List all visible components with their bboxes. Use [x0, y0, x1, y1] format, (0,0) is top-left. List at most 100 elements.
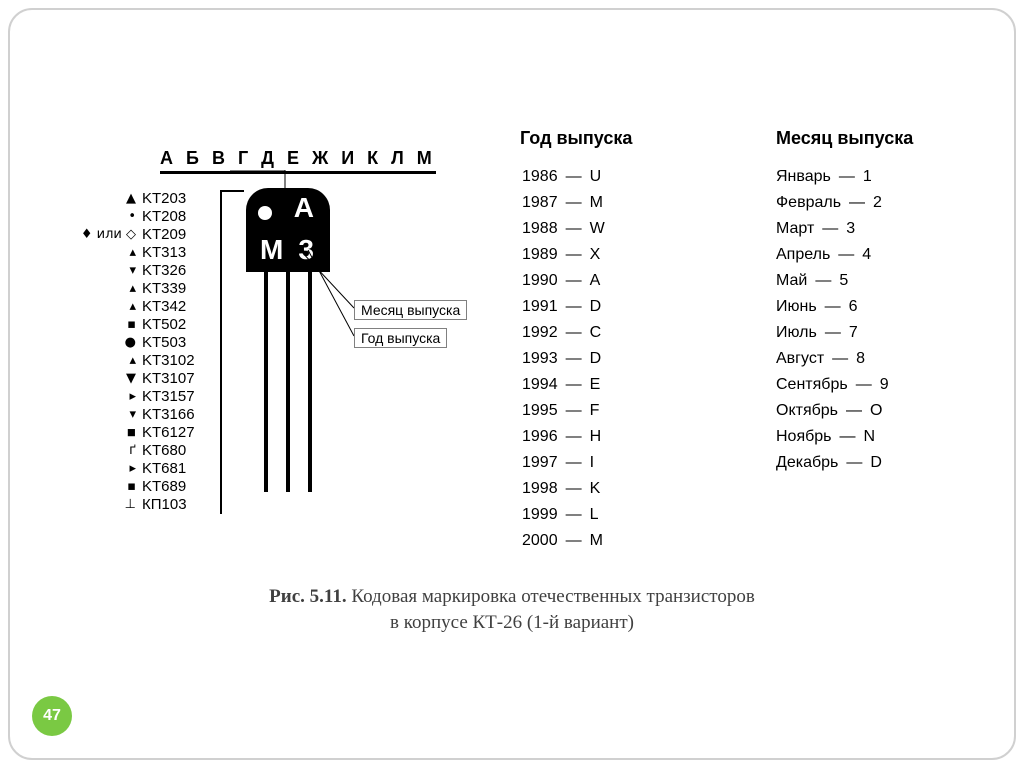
part-symbol-icon: ▾ [80, 262, 142, 280]
parts-row: ґKT680 [80, 442, 195, 460]
dash-icon: — [838, 242, 854, 268]
month-name: Январь [776, 164, 831, 190]
year-code: E [590, 372, 601, 398]
year-row: 1996 — H [522, 424, 605, 450]
parts-bracket-top [220, 190, 244, 192]
month-name: Июль [776, 320, 817, 346]
year-row: 2000—M [522, 528, 605, 554]
year-value: 1997 [522, 450, 558, 476]
dash-icon: — [566, 450, 582, 476]
dash-icon: — [566, 346, 582, 372]
dash-icon: — [840, 424, 856, 450]
part-name: KT326 [142, 262, 186, 280]
month-name: Август [776, 346, 824, 372]
year-row: 1990—A [522, 268, 605, 294]
part-symbol-icon: ▾ [80, 406, 142, 424]
part-name: KT502 [142, 316, 186, 334]
parts-row: ▴KT339 [80, 280, 195, 298]
transistor-dot-icon [258, 206, 272, 220]
parts-row: ⊥КП103 [80, 496, 195, 514]
parts-row: ♦ или ◇KT209 [80, 226, 195, 244]
slide-number-badge: 47 [32, 696, 72, 736]
month-row: Ноябрь—N [776, 424, 889, 450]
month-name: Март [776, 216, 814, 242]
dash-icon: — [566, 424, 582, 450]
year-value: 1986 [522, 164, 558, 190]
content: А Б В Г Д Е Ж И К Л М А М 3 Меся [0, 0, 1024, 768]
part-symbol-icon: ♦ или ◇ [80, 226, 142, 244]
year-list: 1986—U1987—M1988—W1989—X1990—A1991—D1992… [522, 164, 605, 554]
year-value: 1995 [522, 398, 558, 424]
part-name: KT680 [142, 442, 186, 460]
part-symbol-icon: • [80, 208, 142, 226]
part-name: KT3102 [142, 352, 195, 370]
year-row: 1987—M [522, 190, 605, 216]
month-row: Май—5 [776, 268, 889, 294]
part-symbol-icon: ▴ [80, 352, 142, 370]
year-row: 1991—D [522, 294, 605, 320]
dash-icon: — [566, 164, 582, 190]
year-code: I [590, 450, 594, 476]
month-code: O [870, 398, 882, 424]
year-value: 1989 [522, 242, 558, 268]
year-code: M [590, 528, 603, 554]
year-code: U [590, 164, 602, 190]
parts-row: ▪KT502 [80, 316, 195, 334]
year-code: M [590, 190, 603, 216]
parts-row: ▾KT3166 [80, 406, 195, 424]
year-value: 1999 [522, 502, 558, 528]
part-symbol-icon: ◾ [80, 424, 142, 442]
month-name: Июнь [776, 294, 817, 320]
month-name: Октябрь [776, 398, 838, 424]
letter-leader-line [230, 170, 300, 190]
dash-icon: — [815, 268, 831, 294]
year-value: 1987 [522, 190, 558, 216]
year-code: L [590, 502, 599, 528]
month-list: Январь—1Февраль—2Март—3Апрель—4Май—5Июнь… [776, 164, 889, 476]
part-symbol-icon: ▴ [80, 244, 142, 262]
dash-icon: — [822, 216, 838, 242]
parts-list: ▲KT203•KT208♦ или ◇KT209▴KT313▾KT326▴KT3… [80, 190, 195, 514]
year-code: F [590, 398, 600, 424]
year-row: 1994—E [522, 372, 605, 398]
part-name: KT313 [142, 244, 186, 262]
year-header: Год выпуска [520, 128, 632, 149]
parts-row: ◾KT6127 [80, 424, 195, 442]
month-name: Декабрь [776, 450, 838, 476]
part-symbol-icon: ▪ [80, 478, 142, 496]
mark-top-right: А [294, 192, 314, 224]
callout-leader-lines [300, 250, 360, 340]
month-name: Апрель [776, 242, 830, 268]
parts-row: ▲KT203 [80, 190, 195, 208]
year-row: 1986 — U [522, 164, 605, 190]
month-code: 8 [856, 346, 865, 372]
dash-icon: — [856, 372, 872, 398]
dash-icon: — [566, 502, 582, 528]
year-value: 1996 [522, 424, 558, 450]
part-name: KT3157 [142, 388, 195, 406]
dash-icon: — [846, 450, 862, 476]
month-name: Сентябрь [776, 372, 848, 398]
month-row: Январь—1 [776, 164, 889, 190]
callout-month: Месяц выпуска [354, 300, 467, 320]
month-code: 6 [849, 294, 858, 320]
month-row: Февраль—2 [776, 190, 889, 216]
month-row: Декабрь—D [776, 450, 889, 476]
month-code: 7 [849, 320, 858, 346]
slide-number: 47 [43, 707, 61, 725]
parts-row: ▾KT326 [80, 262, 195, 280]
parts-row: ▸KT3157 [80, 388, 195, 406]
part-symbol-icon: ▸ [80, 460, 142, 478]
part-name: КП103 [142, 496, 187, 514]
year-value: 1990 [522, 268, 558, 294]
dash-icon: — [566, 476, 582, 502]
part-symbol-icon: ● [80, 334, 142, 352]
year-value: 1988 [522, 216, 558, 242]
parts-row: •KT208 [80, 208, 195, 226]
month-code: 2 [873, 190, 882, 216]
month-row: Июнь—6 [776, 294, 889, 320]
year-row: 1998—K [522, 476, 605, 502]
dash-icon: — [566, 528, 582, 554]
part-name: KT681 [142, 460, 186, 478]
year-code: H [590, 424, 602, 450]
